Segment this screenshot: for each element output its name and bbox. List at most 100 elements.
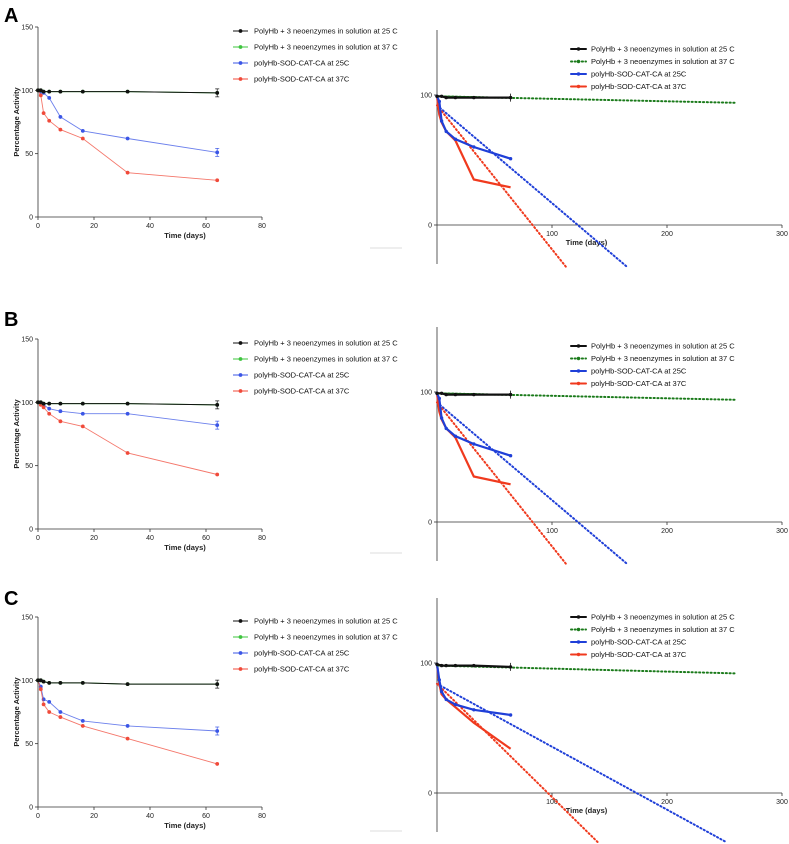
series-line-polyhb-sod-cat-ca-at-25c	[37, 89, 218, 153]
data-point-polyhb-3-neoenzymes-in-solution-at-25-c	[41, 89, 46, 94]
legend-swatch-marker	[238, 651, 243, 655]
legend-swatch-marker	[238, 45, 243, 49]
legend-right-a: PolyHb + 3 neoenzymes in solution at 25 …	[570, 45, 735, 91]
data-point-polyhb-sod-cat-ca-at-25c	[444, 129, 448, 134]
data-point-polyhb-3-neoenzymes-in-solution-at-25-c	[80, 680, 85, 685]
y-tick-label: 50	[25, 463, 33, 470]
data-point-polyhb-sod-cat-ca-at-37c	[38, 93, 43, 98]
series-line-polyhb-sod-cat-ca-at-37c	[435, 393, 511, 486]
data-point-polyhb-3-neoenzymes-in-solution-at-25-c	[453, 392, 458, 397]
series-line-polyhb-sod-cat-ca-at-25c	[435, 392, 511, 457]
legend-label-polyhb-sod-cat-ca-at-37c: polyHb-SOD-CAT-CA at 37C	[591, 379, 687, 388]
x-tick-label: 100	[546, 799, 558, 806]
legend-swatch-marker	[238, 373, 243, 377]
data-point-polyhb-sod-cat-ca-at-37c	[215, 178, 220, 183]
data-point-polyhb-sod-cat-ca-at-37c	[41, 702, 46, 707]
data-point-polyhb-sod-cat-ca-at-37c	[58, 419, 63, 424]
legend-label-polyhb-3-neoenzymes-in-solution-at-37-c: PolyHb + 3 neoenzymes in solution at 37 …	[591, 625, 735, 634]
data-point-polyhb-3-neoenzymes-in-solution-at-25-c	[47, 680, 52, 685]
legend-label-polyhb-3-neoenzymes-in-solution-at-25-c: PolyHb + 3 neoenzymes in solution at 25 …	[254, 617, 398, 626]
x-tick-label: 20	[90, 535, 98, 542]
data-point-polyhb-sod-cat-ca-at-25c	[439, 689, 444, 694]
x-tick-label: 100	[546, 528, 558, 535]
data-point-polyhb-sod-cat-ca-at-25c	[439, 119, 444, 123]
data-point-polyhb-sod-cat-ca-at-25c	[47, 699, 52, 704]
data-point-polyhb-3-neoenzymes-in-solution-at-25-c	[36, 678, 40, 683]
data-point-polyhb-sod-cat-ca-at-25c	[47, 96, 52, 100]
legend-swatch-marker	[576, 652, 581, 657]
data-point-polyhb-sod-cat-ca-at-37c	[47, 411, 52, 416]
y-tick-label: 100	[21, 88, 33, 95]
legend-label-polyhb-3-neoenzymes-in-solution-at-25-c: PolyHb + 3 neoenzymes in solution at 25 …	[254, 339, 398, 348]
legend-label-polyhb-3-neoenzymes-in-solution-at-37-c: PolyHb + 3 neoenzymes in solution at 37 …	[591, 354, 735, 363]
legend-left-c: PolyHb + 3 neoenzymes in solution at 25 …	[233, 617, 398, 674]
legend-swatch-marker	[576, 59, 581, 64]
legend-swatch-marker	[576, 47, 581, 51]
legend-right-b: PolyHb + 3 neoenzymes in solution at 25 …	[570, 342, 735, 388]
data-point-polyhb-3-neoenzymes-in-solution-at-25-c	[58, 680, 63, 685]
legend-swatch-marker	[576, 72, 581, 76]
legend-swatch-marker	[576, 615, 581, 619]
legend-swatch-marker	[576, 369, 581, 373]
x-tick-label: 40	[146, 223, 154, 230]
series-line-polyhb-sod-cat-ca-at-25c	[37, 680, 218, 732]
legend-swatch-marker	[576, 381, 581, 386]
trendline-polyhb-sod-cat-ca-at-37c	[436, 682, 599, 844]
legend-swatch-marker	[238, 341, 243, 345]
data-point-polyhb-sod-cat-ca-at-25c	[58, 710, 63, 714]
data-point-polyhb-3-neoenzymes-in-solution-at-25-c	[125, 682, 130, 687]
trendline-polyhb-sod-cat-ca-at-25c	[436, 104, 628, 268]
legend-swatch-marker	[238, 357, 243, 361]
data-point-polyhb-3-neoenzymes-in-solution-at-25-c	[439, 663, 444, 668]
legend-right-c: PolyHb + 3 neoenzymes in solution at 25 …	[570, 613, 735, 659]
data-point-polyhb-sod-cat-ca-at-25c	[453, 137, 458, 141]
data-point-polyhb-sod-cat-ca-at-37c	[47, 118, 52, 123]
data-point-polyhb-sod-cat-ca-at-25c	[125, 411, 130, 416]
x-tick-label: 0	[36, 223, 40, 230]
data-point-polyhb-3-neoenzymes-in-solution-at-25-c	[472, 663, 476, 668]
y-tick-label: 100	[21, 400, 33, 407]
data-point-polyhb-3-neoenzymes-in-solution-at-25-c	[435, 94, 439, 99]
data-point-polyhb-3-neoenzymes-in-solution-at-25-c	[435, 662, 439, 666]
legend-label-polyhb-sod-cat-ca-at-37c: polyHb-SOD-CAT-CA at 37C	[254, 665, 350, 674]
x-tick-label: 200	[661, 528, 673, 535]
y-tick-label: 50	[25, 151, 33, 158]
y-tick-label: 100	[420, 661, 432, 668]
legend-label-polyhb-sod-cat-ca-at-25c: polyHb-SOD-CAT-CA at 25C	[254, 371, 350, 380]
legend-label-polyhb-sod-cat-ca-at-25c: polyHb-SOD-CAT-CA at 25C	[591, 367, 687, 376]
data-point-polyhb-3-neoenzymes-in-solution-at-25-c	[453, 95, 458, 100]
panel-label-a: A	[4, 5, 18, 27]
legend-label-polyhb-sod-cat-ca-at-25c: polyHb-SOD-CAT-CA at 25C	[254, 59, 350, 68]
panel-label-b: B	[4, 309, 18, 331]
data-point-polyhb-3-neoenzymes-in-solution-at-25-c	[58, 401, 63, 406]
y-tick-label: 0	[29, 215, 33, 222]
data-point-polyhb-3-neoenzymes-in-solution-at-25-c	[58, 89, 63, 94]
x-tick-label: 80	[258, 535, 266, 542]
data-point-polyhb-sod-cat-ca-at-25c	[439, 416, 444, 420]
series-line-polyhb-sod-cat-ca-at-37c	[37, 90, 218, 181]
legend-label-polyhb-sod-cat-ca-at-37c: polyHb-SOD-CAT-CA at 37C	[591, 650, 687, 659]
left-chart-a: 0 50 100 150 0 20 40 60 80 Time (days) Percentage …	[12, 25, 398, 241]
legend-label-polyhb-3-neoenzymes-in-solution-at-25-c: PolyHb + 3 neoenzymes in solution at 25 …	[591, 45, 735, 54]
data-point-polyhb-3-neoenzymes-in-solution-at-25-c	[47, 89, 52, 94]
legend-label-polyhb-3-neoenzymes-in-solution-at-37-c: PolyHb + 3 neoenzymes in solution at 37 …	[254, 355, 398, 364]
x-tick-label: 40	[146, 813, 154, 820]
data-point-polyhb-3-neoenzymes-in-solution-at-25-c	[41, 401, 46, 406]
y-tick-label: 150	[21, 25, 33, 32]
data-point-polyhb-sod-cat-ca-at-37c	[215, 472, 220, 477]
x-tick-label: 20	[90, 813, 98, 820]
legend-swatch-marker	[238, 77, 243, 81]
right-chart-c: 0 100 100 200 300 Time (days) PolyHb + 3 neoen…	[420, 598, 788, 844]
y-axis-label: Percentage Activity	[12, 87, 21, 157]
data-point-polyhb-sod-cat-ca-at-37c	[125, 736, 130, 741]
y-tick-label: 0	[29, 527, 33, 534]
legend-left-b: PolyHb + 3 neoenzymes in solution at 25 …	[233, 339, 398, 396]
x-tick-label: 0	[36, 813, 40, 820]
data-point-polyhb-sod-cat-ca-at-37c	[125, 451, 130, 455]
series-line-polyhb-sod-cat-ca-at-37c	[37, 680, 218, 765]
y-tick-label: 100	[21, 678, 33, 685]
data-point-polyhb-sod-cat-ca-at-37c	[125, 170, 130, 175]
data-point-polyhb-sod-cat-ca-at-37c	[80, 136, 85, 141]
series-line-polyhb-sod-cat-ca-at-37c	[435, 664, 512, 750]
